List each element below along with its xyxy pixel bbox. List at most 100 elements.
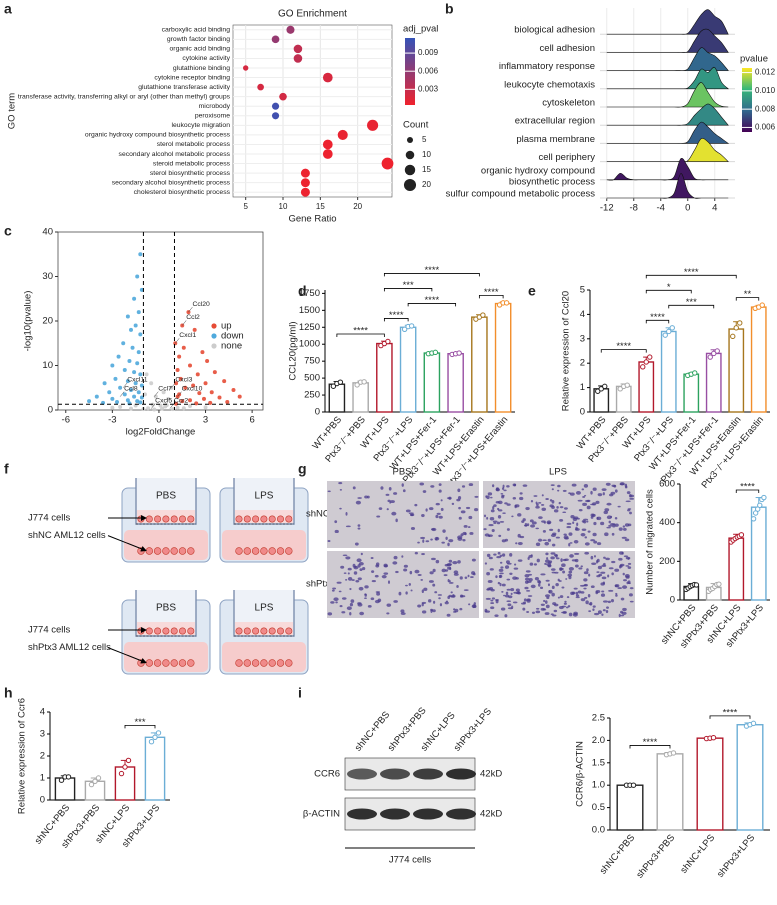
stained-cell xyxy=(596,516,602,521)
stained-cell xyxy=(408,512,414,515)
stained-cell xyxy=(560,558,563,563)
stained-cell xyxy=(627,562,632,565)
stained-cell xyxy=(606,515,612,520)
dot xyxy=(286,25,295,34)
stained-cell xyxy=(583,578,588,582)
stained-cell xyxy=(347,567,352,571)
stained-cell xyxy=(446,613,451,617)
stained-cell xyxy=(364,495,369,499)
stained-cell xyxy=(493,504,497,507)
stained-cell xyxy=(525,570,531,573)
stained-cell xyxy=(575,596,580,599)
x-tick-label: -8 xyxy=(630,203,638,214)
stained-cell xyxy=(587,499,591,503)
stained-cell xyxy=(561,605,566,608)
band-size: 42kD xyxy=(480,809,502,820)
bar xyxy=(728,537,745,601)
stained-cell xyxy=(491,528,495,533)
column-label: PBS xyxy=(392,467,411,478)
data-point xyxy=(630,782,637,788)
stained-cell xyxy=(381,575,387,579)
stained-cell xyxy=(517,559,523,562)
stained-cell xyxy=(489,496,493,499)
stained-cell xyxy=(417,604,422,608)
stained-cell xyxy=(357,577,362,581)
data-point xyxy=(757,502,763,508)
y-tick-label: 250 xyxy=(304,390,320,401)
size-legend-label: 15 xyxy=(422,165,431,174)
stained-cell xyxy=(605,482,611,486)
stained-cell xyxy=(347,572,350,575)
data-point xyxy=(408,323,415,329)
significance-bracket xyxy=(735,297,760,301)
arrow xyxy=(107,535,147,552)
stained-cell xyxy=(431,528,435,531)
dot xyxy=(367,119,379,131)
significance-bracket xyxy=(645,289,692,294)
stained-cell xyxy=(421,601,427,604)
stained-cell xyxy=(542,539,547,542)
data-point xyxy=(132,370,137,375)
ridge xyxy=(606,82,729,108)
data-point xyxy=(385,338,391,345)
data-point xyxy=(94,394,99,399)
dot xyxy=(257,83,264,91)
data-point xyxy=(337,379,344,385)
bar xyxy=(376,342,393,413)
stained-cell xyxy=(613,484,617,488)
stained-cell xyxy=(330,601,335,604)
stained-cell xyxy=(548,589,553,594)
significance-label: **** xyxy=(484,287,499,298)
stained-cell xyxy=(386,612,390,615)
stained-cell xyxy=(347,576,353,581)
stained-cell xyxy=(355,500,361,505)
data-point xyxy=(133,381,138,386)
stained-cell xyxy=(360,552,363,556)
data-point xyxy=(125,379,130,384)
colorbar-tick-label: 0.006 xyxy=(755,123,776,132)
stained-cell xyxy=(580,565,583,568)
stained-cell xyxy=(535,505,540,509)
stained-cell xyxy=(438,483,442,487)
stained-cell xyxy=(568,575,572,580)
data-point xyxy=(503,300,510,306)
stained-cell xyxy=(423,587,428,591)
y-tick-label: sterol biosynthetic process xyxy=(150,170,231,177)
cell xyxy=(260,659,268,667)
stained-cell xyxy=(527,556,530,560)
x-tick-label: 20 xyxy=(353,202,362,211)
significance-bracket xyxy=(383,318,409,322)
cell xyxy=(285,659,293,667)
x-tick-label: -12 xyxy=(600,203,614,214)
data-point xyxy=(122,367,127,372)
annotation-leader xyxy=(119,391,125,397)
stained-cell xyxy=(504,502,508,505)
stained-cell xyxy=(557,484,561,488)
stained-cell xyxy=(568,542,571,547)
stained-cell xyxy=(495,501,500,504)
stained-cell xyxy=(541,520,546,523)
stained-cell xyxy=(580,532,586,537)
stained-cell xyxy=(488,534,493,537)
stained-cell xyxy=(419,482,425,486)
stained-cell xyxy=(590,539,595,542)
stained-cell xyxy=(621,611,627,615)
stained-cell xyxy=(522,518,526,522)
stained-cell xyxy=(435,502,440,506)
dot xyxy=(293,44,303,54)
stained-cell xyxy=(549,504,554,508)
y-tick-label: sulfur compound metabolic process xyxy=(446,189,596,200)
cell xyxy=(260,515,268,523)
y-tick-label: 1250 xyxy=(299,322,320,333)
stained-cell xyxy=(338,590,342,593)
data-point xyxy=(110,363,115,368)
stained-cell xyxy=(578,508,583,512)
y-tick-label: inflammatory response xyxy=(499,61,595,72)
bar xyxy=(728,328,745,413)
data-point xyxy=(188,403,193,408)
y-tick-label: biological adhesion xyxy=(514,25,595,36)
stained-cell xyxy=(524,522,528,527)
stained-cell xyxy=(434,536,440,541)
data-point xyxy=(181,345,186,350)
cell xyxy=(260,627,268,635)
